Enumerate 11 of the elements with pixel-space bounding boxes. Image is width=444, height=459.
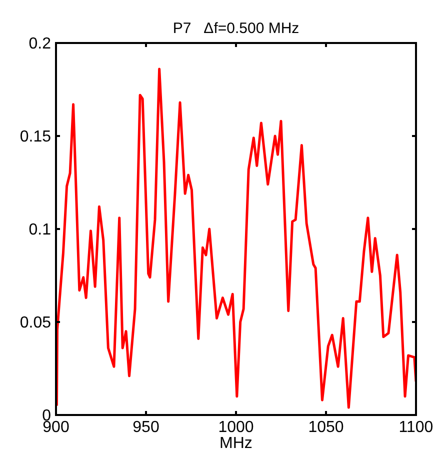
x-tick-label: 1050 — [308, 419, 344, 436]
x-tick-label: 1000 — [218, 419, 254, 436]
line-series — [56, 68, 416, 409]
y-tick-label: 0.05 — [20, 314, 52, 332]
x-axis-title: MHz — [220, 435, 252, 452]
y-tick-label: 0.1 — [28, 222, 52, 239]
x-tick-label: 950 — [132, 419, 160, 436]
chart-title: P7 Δf=0.500 MHz — [172, 20, 300, 37]
y-tick-label: 0.2 — [28, 36, 52, 53]
x-tick-label: 1100 — [398, 419, 434, 436]
y-tick-label: 0.15 — [20, 128, 52, 146]
